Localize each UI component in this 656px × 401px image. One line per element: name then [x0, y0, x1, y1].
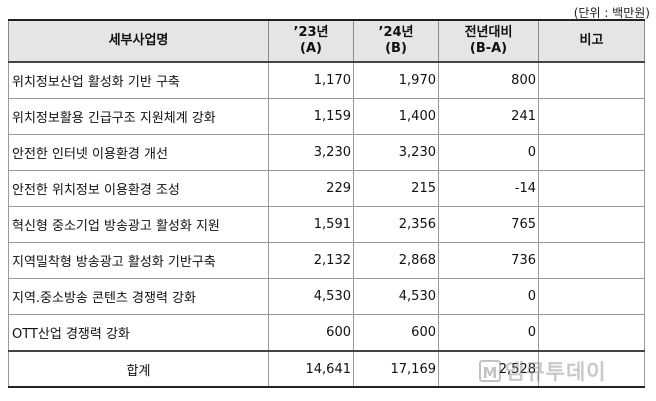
cell-project-name: 지역밀착형 방송광고 활성화 기반구축 — [8, 242, 269, 279]
header-project-name: 세부사업명 — [8, 19, 269, 63]
cell-note — [538, 206, 645, 243]
total-2024-amount: 17,169 — [353, 350, 439, 388]
cell-note — [538, 134, 645, 171]
cell-project-name: 안전한 인터넷 이용환경 개선 — [8, 134, 269, 171]
cell-2024-amount: 1,970 — [353, 61, 439, 99]
table-row: 위치정보산업 활성화 기반 구축 1,170 1,970 800 — [8, 61, 645, 99]
cell-2023-amount: 1,591 — [268, 206, 354, 243]
cell-2023-amount: 600 — [268, 314, 354, 352]
budget-table: 세부사업명 ’23년 (A) ’24년 (B) 전년대비 (B-A) 비고 위치정보산… — [8, 19, 645, 388]
table-row: 지역.중소방송 콘텐츠 경쟁력 강화 4,530 4,530 0 — [8, 278, 645, 315]
cell-project-name: 위치정보산업 활성화 기반 구축 — [8, 61, 269, 99]
table-row: 위치정보활용 긴급구조 지원체계 강화 1,159 1,400 241 — [8, 98, 645, 135]
cell-project-name: OTT산업 경쟁력 강화 — [8, 314, 269, 352]
cell-2023-amount: 1,170 — [268, 61, 354, 99]
cell-2024-amount: 1,400 — [353, 98, 439, 135]
cell-2024-amount: 2,868 — [353, 242, 439, 279]
cell-2024-amount: 4,530 — [353, 278, 439, 315]
cell-yoy-diff: 800 — [438, 61, 539, 99]
table-header-row: 세부사업명 ’23년 (A) ’24년 (B) 전년대비 (B-A) 비고 — [8, 19, 645, 63]
table-row: 지역밀착형 방송광고 활성화 기반구축 2,132 2,868 736 — [8, 242, 645, 279]
cell-project-name: 위치정보활용 긴급구조 지원체계 강화 — [8, 98, 269, 135]
header-note: 비고 — [538, 19, 645, 63]
cell-2023-amount: 229 — [268, 170, 354, 207]
total-label: 합계 — [8, 350, 269, 388]
cell-yoy-diff: 241 — [438, 98, 539, 135]
header-year-24: ’24년 (B) — [353, 19, 439, 63]
cell-2023-amount: 4,530 — [268, 278, 354, 315]
total-row: 합계 14,641 17,169 2,528 — [8, 350, 645, 388]
cell-2024-amount: 600 — [353, 314, 439, 352]
cell-note — [538, 242, 645, 279]
cell-project-name: 혁신형 중소기업 방송광고 활성화 지원 — [8, 206, 269, 243]
cell-yoy-diff: 736 — [438, 242, 539, 279]
table-row: OTT산업 경쟁력 강화 600 600 0 — [8, 314, 645, 352]
total-2023-amount: 14,641 — [268, 350, 354, 388]
cell-note — [538, 314, 645, 352]
cell-yoy-diff: 0 — [438, 314, 539, 352]
cell-2024-amount: 3,230 — [353, 134, 439, 171]
header-yoy-diff: 전년대비 (B-A) — [438, 19, 539, 63]
table-row: 안전한 인터넷 이용환경 개선 3,230 3,230 0 — [8, 134, 645, 171]
table-row: 혁신형 중소기업 방송광고 활성화 지원 1,591 2,356 765 — [8, 206, 645, 243]
cell-yoy-diff: 0 — [438, 134, 539, 171]
cell-2023-amount: 3,230 — [268, 134, 354, 171]
cell-yoy-diff: 0 — [438, 278, 539, 315]
cell-note — [538, 98, 645, 135]
cell-2024-amount: 215 — [353, 170, 439, 207]
cell-note — [538, 278, 645, 315]
cell-note — [538, 61, 645, 99]
total-note — [538, 350, 645, 388]
table-row: 안전한 위치정보 이용환경 조성 229 215 -14 — [8, 170, 645, 207]
unit-label: (단위 : 백만원) — [573, 6, 650, 20]
cell-project-name: 안전한 위치정보 이용환경 조성 — [8, 170, 269, 207]
header-year-23: ’23년 (A) — [268, 19, 354, 63]
cell-note — [538, 170, 645, 207]
cell-2023-amount: 2,132 — [268, 242, 354, 279]
cell-project-name: 지역.중소방송 콘텐츠 경쟁력 강화 — [8, 278, 269, 315]
cell-yoy-diff: -14 — [438, 170, 539, 207]
cell-yoy-diff: 765 — [438, 206, 539, 243]
cell-2024-amount: 2,356 — [353, 206, 439, 243]
total-yoy-diff: 2,528 — [438, 350, 539, 388]
cell-2023-amount: 1,159 — [268, 98, 354, 135]
